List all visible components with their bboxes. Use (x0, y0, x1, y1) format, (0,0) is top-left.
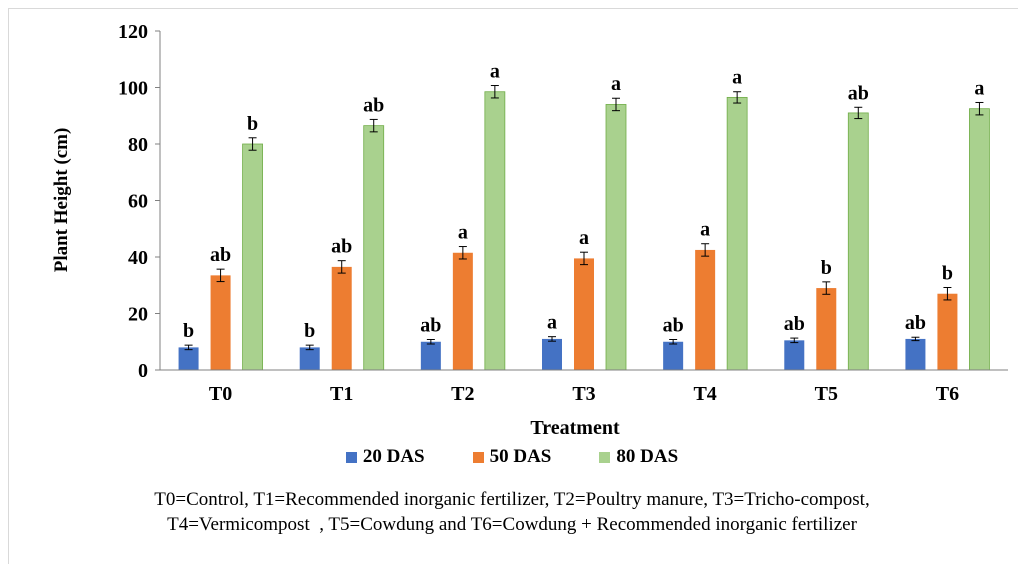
significance-label: a (490, 61, 500, 83)
legend-label-80-das: 80 DAS (616, 446, 679, 467)
bar (605, 104, 627, 371)
bar (178, 347, 199, 370)
bar (905, 338, 926, 370)
significance-label: ab (210, 244, 231, 266)
bar (210, 275, 231, 370)
caption-line-1: T0=Control, T1=Recommended inorganic fer… (154, 489, 870, 510)
legend-swatch-50-das (472, 451, 484, 463)
significance-label: ab (420, 314, 441, 336)
x-tick-label: T1 (330, 383, 353, 405)
y-tick-label: 120 (118, 21, 148, 43)
bar (847, 112, 869, 371)
significance-label: a (579, 227, 589, 249)
y-tick-label: 100 (118, 78, 148, 100)
bar (299, 347, 320, 370)
figure-caption: T0=Control, T1=Recommended inorganic fer… (0, 487, 1024, 537)
chart-frame (8, 8, 1018, 564)
x-tick-label: T6 (936, 383, 959, 405)
y-axis-ticks: 0 20 40 60 80 100 120 (118, 21, 160, 382)
bar (784, 340, 805, 370)
caption-line-2: T4=Vermicompost , T5=Cowdung and T6=Cowd… (167, 514, 857, 535)
y-axis-title: Plant Height (cm) (51, 128, 72, 273)
bar (663, 341, 684, 370)
bar (574, 258, 594, 370)
x-tick-label: T2 (451, 383, 474, 405)
significance-label: a (458, 222, 468, 244)
y-tick-label: 60 (128, 191, 148, 213)
legend: 20 DAS 50 DAS 80 DAS (0, 446, 1024, 468)
y-tick-label: 40 (128, 247, 148, 269)
significance-label: ab (784, 313, 805, 335)
bar (331, 266, 352, 370)
legend-swatch-80-das (599, 451, 611, 463)
bar (969, 108, 990, 371)
x-axis-title: Treatment (530, 417, 620, 439)
bar (363, 125, 385, 371)
bar (420, 341, 441, 370)
bar (242, 143, 263, 371)
x-tick-label: T4 (693, 383, 716, 405)
bar (452, 252, 473, 370)
significance-label: a (700, 219, 710, 241)
significance-label: ab (363, 94, 384, 116)
y-tick-label: 0 (138, 360, 148, 382)
significance-label: a (732, 67, 742, 89)
bar (726, 96, 748, 371)
legend-item-20-das: 20 DAS (345, 446, 425, 468)
y-tick-label: 80 (128, 134, 148, 156)
legend-item-80-das: 80 DAS (599, 446, 678, 468)
x-tick-label: T5 (815, 383, 838, 405)
legend-item-50-das: 50 DAS (472, 446, 552, 468)
significance-label: ab (848, 82, 869, 104)
significance-label: b (304, 320, 315, 342)
significance-label: b (183, 320, 194, 342)
significance-label: a (974, 77, 984, 99)
significance-label: b (942, 263, 953, 285)
significance-label: b (247, 113, 258, 135)
x-tick-label: T0 (209, 383, 232, 405)
legend-label-50-das: 50 DAS (489, 446, 552, 467)
bars: b ab b b ab ab ab a a a a a ab a a ab b ab ab b a (178, 61, 990, 371)
significance-label: b (821, 257, 832, 279)
x-axis-ticks: T0 T1 T2 T3 T4 T5 T6 (209, 383, 959, 405)
x-tick-label: T3 (572, 383, 595, 405)
y-tick-label: 20 (128, 304, 148, 326)
legend-label-20-das: 20 DAS (362, 446, 425, 467)
significance-label: ab (905, 312, 926, 334)
bar (542, 338, 562, 370)
significance-label: ab (663, 314, 684, 336)
significance-label: a (547, 312, 557, 334)
bar (695, 249, 716, 370)
bar (484, 91, 506, 371)
bar (937, 293, 958, 370)
bar (816, 288, 837, 370)
legend-swatch-20-das (345, 451, 357, 463)
significance-label: ab (331, 236, 352, 258)
significance-label: a (611, 73, 621, 95)
